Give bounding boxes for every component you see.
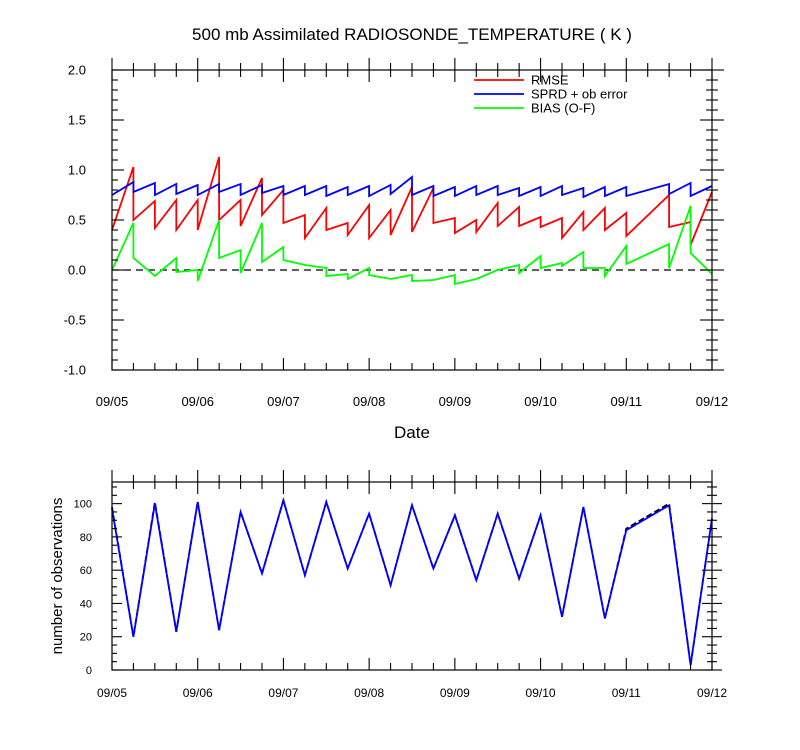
x-tick-label: 09/05 [97, 686, 127, 700]
x-tick-label: 09/09 [439, 394, 472, 409]
x-tick-label: 09/06 [181, 394, 214, 409]
y-tick-label: 80 [80, 532, 92, 544]
x-tick-label: 09/10 [526, 686, 556, 700]
x-tick-label: 09/05 [96, 394, 129, 409]
y-tick-label: 60 [80, 565, 92, 577]
y-tick-label: 1.0 [68, 163, 86, 178]
top-ticks-group [111, 58, 724, 371]
y-tick-label: 0 [86, 665, 92, 677]
x-tick-label: 09/06 [183, 686, 213, 700]
series-line-rmse [111, 156, 713, 246]
x-tick-label: 09/10 [524, 394, 557, 409]
top-series-group [111, 156, 713, 286]
bottom-series-group [111, 497, 713, 666]
x-tick-label: 09/09 [440, 686, 470, 700]
y-tick-label: 0.0 [68, 263, 86, 278]
bottom-tick-labels-group: 09/05 09/06 09/07 09/08 09/09 09/10 09/11 09/12… [74, 499, 728, 700]
x-tick-label: 09/12 [696, 394, 729, 409]
legend-label: SPRD + ob error [531, 87, 628, 102]
y-tick-label: -0.5 [64, 313, 86, 328]
bottom-ticks-group [111, 470, 722, 671]
x-tick-label: 09/07 [267, 394, 300, 409]
y-tick-label: 2.0 [68, 63, 86, 78]
y-tick-label: -1.0 [64, 363, 86, 378]
top-tick-labels-group: 09/05 09/06 09/07 09/08 09/09 09/10 09/11 09/12… [64, 63, 729, 410]
x-tick-label: 09/08 [354, 686, 384, 700]
bottom-y-axis-label: number of observations [49, 498, 66, 655]
y-tick-label: 40 [80, 598, 92, 610]
top-chart-title: 500 mb Assimilated RADIOSONDE_TEMPERATUR… [192, 25, 632, 44]
top-plot-frame [111, 69, 713, 371]
y-tick-label: 1.5 [68, 113, 86, 128]
x-tick-label: 09/11 [612, 686, 641, 700]
series-line-bias-o-f [111, 205, 713, 286]
series-line-sprd-ob-error [111, 175, 713, 199]
x-tick-label: 09/11 [610, 394, 642, 409]
obs-line-possible [111, 497, 713, 666]
top-x-axis-label: Date [394, 423, 430, 442]
x-tick-label: 09/07 [268, 686, 298, 700]
x-tick-label: 09/12 [697, 686, 727, 700]
legend-label: RMSE [531, 73, 569, 88]
y-tick-label: 100 [74, 499, 92, 511]
legend-label: BIAS (O-F) [531, 101, 595, 116]
y-tick-label: 0.5 [68, 213, 86, 228]
x-tick-label: 09/08 [353, 394, 386, 409]
bottom-plot-frame [111, 481, 713, 671]
y-tick-label: 20 [80, 632, 92, 644]
